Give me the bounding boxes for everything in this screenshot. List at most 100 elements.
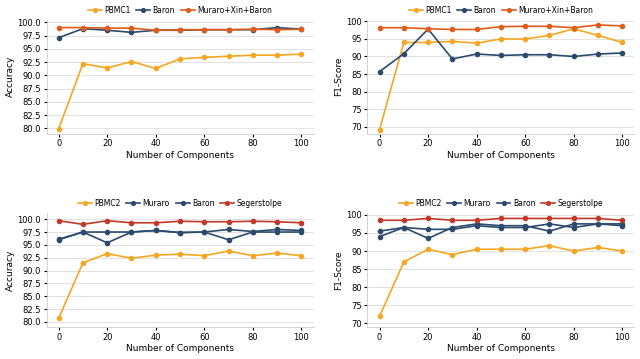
PBMC2 bbox=[298, 253, 305, 258]
Segerstolpe bbox=[79, 222, 87, 227]
Muraro+Xin+Baron bbox=[103, 26, 111, 30]
PBMC1 bbox=[273, 53, 281, 57]
Muraro+Xin+Baron bbox=[618, 24, 626, 28]
Muraro bbox=[497, 225, 505, 230]
Baron bbox=[522, 224, 529, 228]
Baron bbox=[225, 28, 232, 32]
PBMC2 bbox=[79, 261, 87, 265]
Muraro+Xin+Baron bbox=[152, 28, 159, 32]
Segerstolpe bbox=[424, 216, 432, 221]
PBMC2 bbox=[473, 247, 481, 251]
Segerstolpe bbox=[103, 219, 111, 223]
Muraro bbox=[376, 234, 383, 239]
Segerstolpe bbox=[570, 216, 578, 221]
Muraro bbox=[424, 227, 432, 232]
Line: Segerstolpe: Segerstolpe bbox=[378, 216, 625, 222]
PBMC1 bbox=[473, 41, 481, 45]
PBMC2 bbox=[225, 249, 232, 253]
Baron bbox=[273, 25, 281, 30]
PBMC1 bbox=[103, 66, 111, 70]
Baron bbox=[449, 57, 456, 61]
PBMC2 bbox=[176, 252, 184, 256]
PBMC1 bbox=[570, 27, 578, 31]
Baron bbox=[103, 28, 111, 32]
PBMC1 bbox=[176, 57, 184, 61]
Muraro bbox=[200, 230, 208, 234]
PBMC2 bbox=[570, 249, 578, 253]
Baron bbox=[497, 53, 505, 57]
Muraro+Xin+Baron bbox=[55, 25, 63, 30]
Muraro bbox=[225, 227, 232, 232]
Muraro bbox=[400, 225, 408, 230]
Baron bbox=[400, 225, 408, 230]
Baron bbox=[594, 222, 602, 226]
Muraro+Xin+Baron bbox=[127, 26, 135, 30]
PBMC1 bbox=[400, 40, 408, 45]
Segerstolpe bbox=[546, 216, 554, 221]
PBMC1 bbox=[497, 37, 505, 41]
Muraro+Xin+Baron bbox=[570, 25, 578, 30]
Baron bbox=[200, 28, 208, 32]
Segerstolpe bbox=[176, 219, 184, 223]
X-axis label: Number of Components: Number of Components bbox=[126, 151, 234, 160]
Line: Baron: Baron bbox=[378, 27, 625, 74]
Muraro+Xin+Baron bbox=[424, 27, 432, 31]
Muraro+Xin+Baron bbox=[176, 28, 184, 32]
PBMC2 bbox=[376, 314, 383, 318]
Line: Muraro+Xin+Baron: Muraro+Xin+Baron bbox=[378, 23, 625, 32]
Muraro bbox=[473, 224, 481, 228]
PBMC2 bbox=[497, 247, 505, 251]
PBMC2 bbox=[152, 253, 159, 257]
Baron bbox=[176, 230, 184, 235]
Segerstolpe bbox=[522, 216, 529, 221]
Line: Muraro: Muraro bbox=[378, 222, 625, 239]
Muraro+Xin+Baron bbox=[400, 25, 408, 30]
Baron bbox=[618, 51, 626, 55]
Y-axis label: Accuracy: Accuracy bbox=[6, 56, 15, 97]
Segerstolpe bbox=[298, 221, 305, 225]
Line: Baron: Baron bbox=[378, 222, 625, 241]
Baron bbox=[618, 222, 626, 226]
Baron bbox=[249, 230, 257, 234]
Muraro bbox=[273, 227, 281, 232]
Baron bbox=[424, 236, 432, 241]
Muraro+Xin+Baron bbox=[376, 25, 383, 30]
Segerstolpe bbox=[449, 218, 456, 223]
Muraro+Xin+Baron bbox=[298, 27, 305, 31]
Segerstolpe bbox=[152, 221, 159, 225]
PBMC2 bbox=[103, 251, 111, 256]
Legend: PBMC2, Muraro, Baron, Segerstolpe: PBMC2, Muraro, Baron, Segerstolpe bbox=[399, 199, 603, 208]
PBMC1 bbox=[225, 54, 232, 59]
Baron bbox=[522, 52, 529, 57]
Baron bbox=[376, 229, 383, 233]
PBMC2 bbox=[618, 249, 626, 253]
Baron bbox=[570, 222, 578, 226]
Baron bbox=[152, 28, 159, 32]
Baron bbox=[594, 52, 602, 56]
Baron bbox=[79, 27, 87, 31]
Segerstolpe bbox=[497, 216, 505, 221]
Muraro bbox=[103, 230, 111, 234]
Y-axis label: F1-Score: F1-Score bbox=[334, 57, 343, 97]
X-axis label: Number of Components: Number of Components bbox=[447, 151, 555, 160]
PBMC1 bbox=[249, 53, 257, 57]
Segerstolpe bbox=[127, 221, 135, 225]
Baron bbox=[570, 54, 578, 59]
PBMC1 bbox=[522, 37, 529, 41]
Baron bbox=[249, 28, 257, 32]
Line: Baron: Baron bbox=[56, 228, 303, 245]
Segerstolpe bbox=[376, 218, 383, 223]
PBMC1 bbox=[618, 40, 626, 45]
Legend: PBMC1, Baron, Muraro+Xin+Baron: PBMC1, Baron, Muraro+Xin+Baron bbox=[88, 6, 272, 15]
PBMC1 bbox=[55, 127, 63, 131]
PBMC2 bbox=[249, 253, 257, 258]
Muraro+Xin+Baron bbox=[473, 27, 481, 32]
Baron bbox=[127, 30, 135, 34]
PBMC1 bbox=[200, 55, 208, 60]
Segerstolpe bbox=[594, 216, 602, 221]
Baron bbox=[225, 238, 232, 242]
PBMC1 bbox=[449, 39, 456, 43]
Muraro+Xin+Baron bbox=[225, 28, 232, 32]
Muraro bbox=[546, 222, 554, 226]
PBMC1 bbox=[127, 59, 135, 64]
